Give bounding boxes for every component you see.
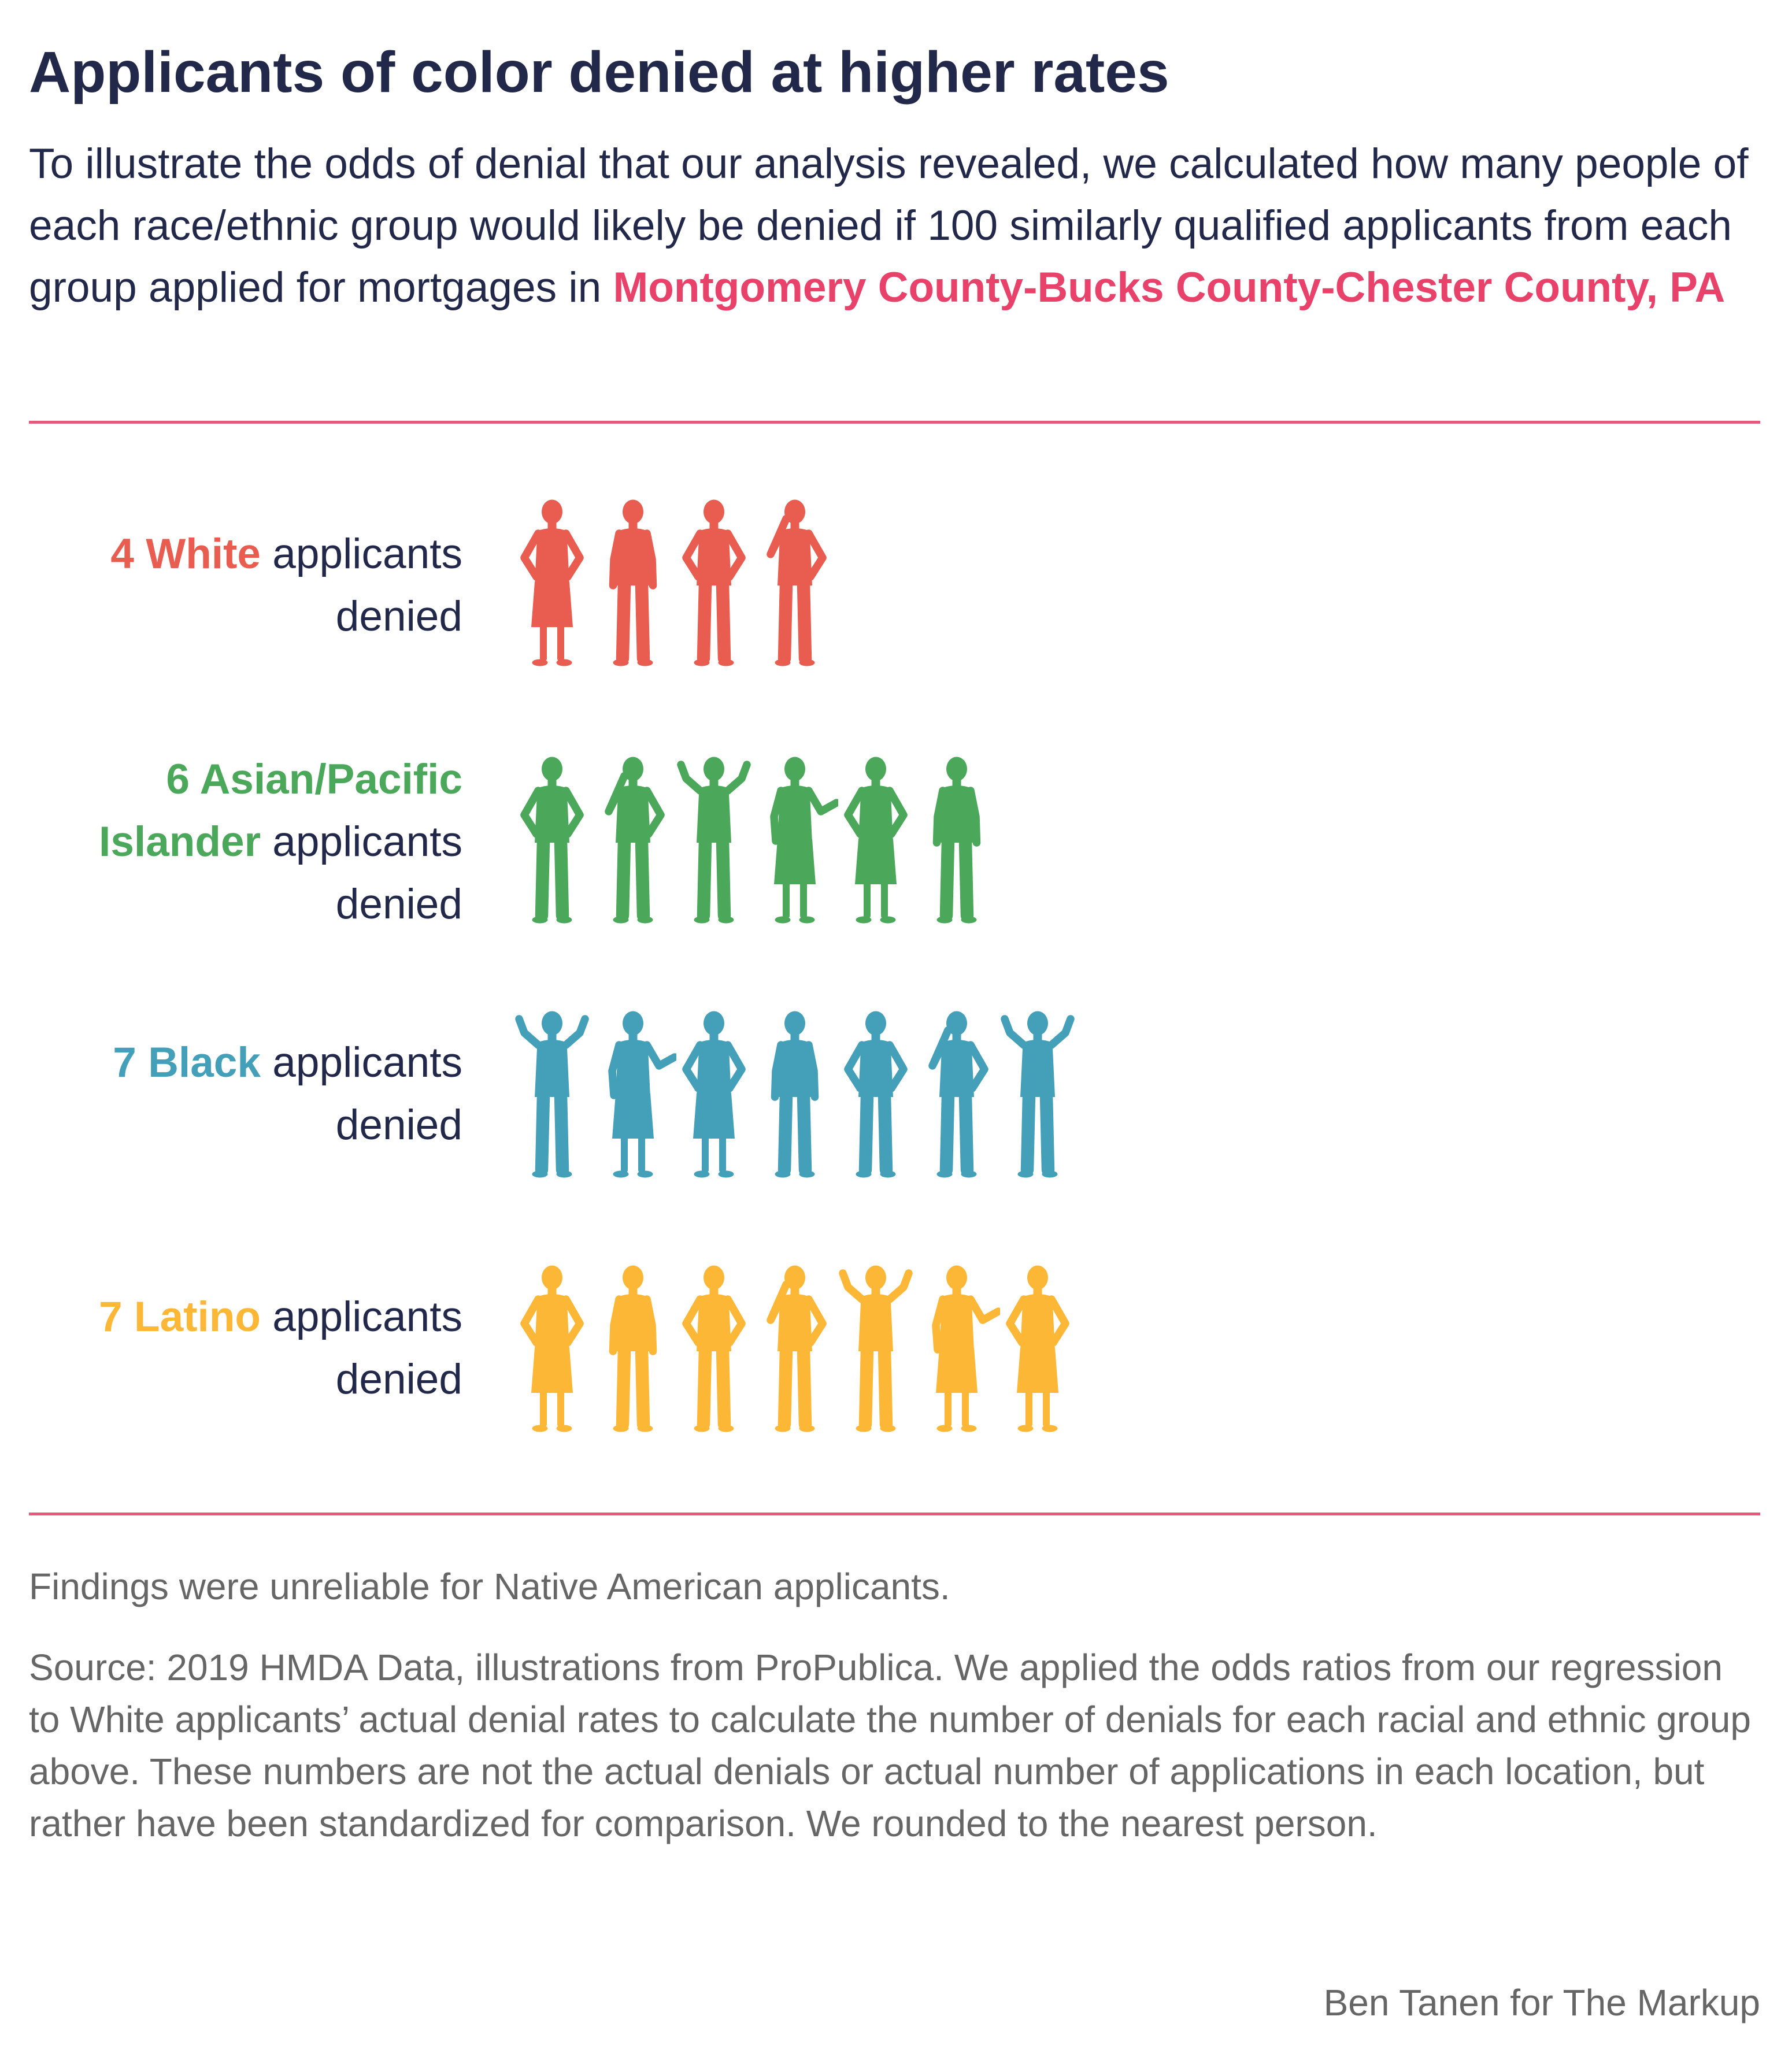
row-group-name: White <box>146 531 261 577</box>
person-icon <box>677 757 751 924</box>
row-label: 7 Black applicants denied <box>29 1032 462 1157</box>
person-icon <box>839 1265 913 1432</box>
row-label: 7 Latino applicants denied <box>29 1286 462 1411</box>
person-icon <box>520 1265 584 1432</box>
source-note: Source: 2019 HMDA Data, illustrations fr… <box>29 1647 1751 1844</box>
row-suffix: applicants denied <box>261 818 462 928</box>
row-count-label: 7 <box>99 1293 123 1340</box>
row-suffix: applicants denied <box>261 1293 462 1403</box>
row-group-label: 4 White <box>110 531 261 577</box>
row-count-label: 7 <box>113 1039 136 1086</box>
bottom-divider <box>29 1513 1760 1515</box>
person-icon <box>682 1265 746 1432</box>
row-group-name: Latino <box>134 1293 261 1340</box>
row-label: 6 Asian/Pacific Islander applicants deni… <box>29 748 462 936</box>
subtitle-text: To illustrate the odds of denial that ou… <box>29 140 1749 311</box>
row-suffix: applicants denied <box>261 1039 462 1148</box>
person-icon <box>767 499 827 666</box>
person-icon <box>520 499 584 666</box>
person-icon <box>520 757 584 924</box>
person-icon <box>844 757 908 924</box>
person-icon <box>682 499 746 666</box>
person-icon <box>770 757 838 924</box>
row-group-label: 7 Latino <box>99 1293 261 1340</box>
credit-line: Ben Tanen for The Markup <box>1323 1982 1760 2023</box>
row-count-label: 6 <box>166 756 190 803</box>
person-icon <box>609 499 657 666</box>
top-divider <box>29 421 1760 424</box>
chart-subtitle: To illustrate the odds of denial that ou… <box>29 133 1763 318</box>
person-icon <box>608 1011 676 1178</box>
row-group-label: 6 Asian/Pacific Islander <box>99 756 462 865</box>
row-suffix: applicants denied <box>261 531 462 640</box>
chart-title: Applicants of color denied at higher rat… <box>29 40 1169 105</box>
person-icon <box>1006 1265 1069 1432</box>
row-label: 4 White applicants denied <box>29 523 462 648</box>
row-group-name: Asian/Pacific Islander <box>99 756 462 865</box>
row-count-label: 4 <box>110 531 135 577</box>
person-icon <box>928 1011 988 1178</box>
reliability-note: Findings were unreliable for Native Amer… <box>29 1566 950 1607</box>
row-group-label: 7 Black <box>113 1039 261 1086</box>
person-icon <box>771 1011 819 1178</box>
person-icon <box>932 757 981 924</box>
person-icon <box>515 1011 589 1178</box>
person-icon <box>844 1011 908 1178</box>
person-icon <box>605 757 665 924</box>
row-group-name: Black <box>148 1039 261 1086</box>
location-highlight: Montgomery County-Bucks County-Chester C… <box>613 264 1726 311</box>
person-icon <box>1001 1011 1075 1178</box>
person-icon <box>609 1265 657 1432</box>
person-icon <box>682 1011 746 1178</box>
person-icon <box>767 1265 827 1432</box>
person-icon <box>932 1265 1000 1432</box>
